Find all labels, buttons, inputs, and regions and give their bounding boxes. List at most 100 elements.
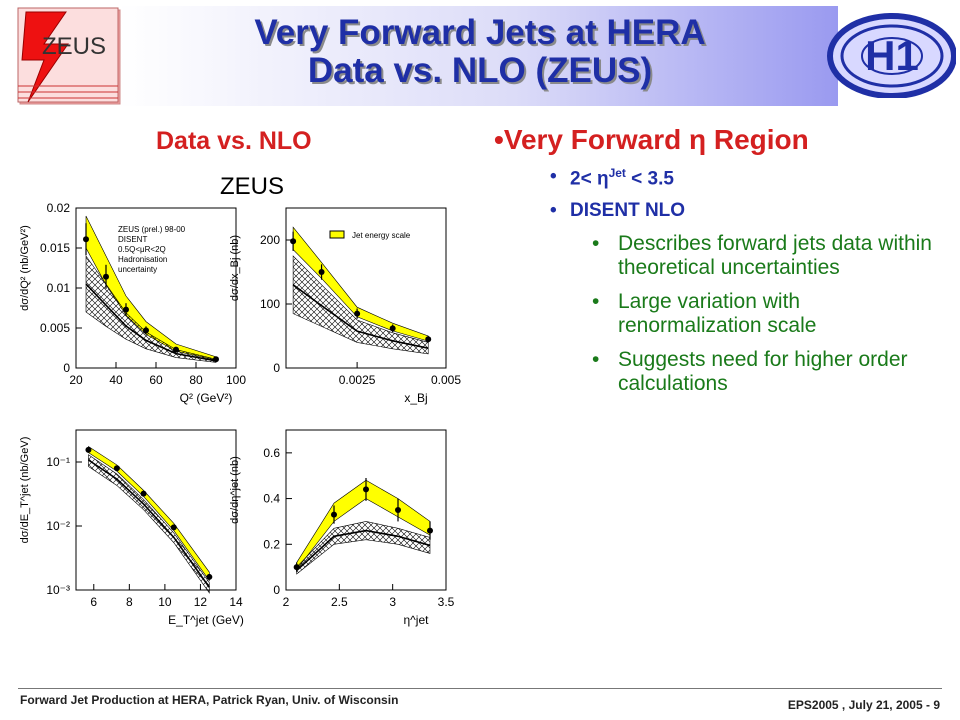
y-tick-label: 0.4 [263,492,280,506]
data-point [318,269,325,275]
legend-entry: uncertainty [118,265,157,274]
data-point [425,336,432,343]
data-point [363,486,369,493]
x-axis-label: E_T^jet (GeV) [168,613,244,627]
y-tick-label: 0 [273,361,280,375]
x-tick-label: 60 [149,373,163,387]
legend-entry: DISENT [118,235,147,244]
y-tick-label: 0 [273,583,280,597]
right-heading: •Very Forward η Region [494,124,809,155]
bullet-panel: •Very Forward η Region • 2< ηJet < 3.5 •… [494,124,954,396]
bullet-disent: • DISENT NLO [550,200,686,222]
x-tick-label: 2.5 [331,595,348,609]
zeus-logo-text: ZEUS [42,33,106,60]
x-axis-label: η^jet [404,613,430,627]
x-tick-label: 100 [226,373,246,387]
x-tick-label: 2 [283,595,290,609]
legend-entry: ZEUS (prel.) 98-00 [118,225,186,234]
data-point [113,465,120,472]
bullet-eta-range: • 2< ηJet < 3.5 [550,166,674,190]
y-axis-label: dσ/dη^jet (nb) [229,456,241,524]
nlo-band [296,521,431,575]
nlo-line [296,529,431,572]
header-band [118,6,838,106]
nlo-band [292,255,429,355]
nlo-line [292,284,429,349]
y-axis-label: dσ/dx_Bj (nb) [229,235,241,301]
y-tick-label: 0.01 [47,281,71,295]
lightning-icon [21,11,69,103]
slide-title: Very Forward Jets at HERA Data vs. NLO (… [120,14,840,90]
y-tick-label: 100 [260,297,280,311]
x-tick-label: 3 [389,595,396,609]
legend-entry: 0.5Q<μR<2Q [118,245,166,254]
legend-entry-jes: Jet energy scale [352,231,411,240]
data-point [83,236,89,243]
legend-swatch-jes [329,230,345,239]
data-point [123,306,129,313]
x-axis-label: Q² (GeV²) [180,391,233,405]
panel-frame [285,207,447,369]
footer-left: Forward Jet Production at HERA, Patrick … [20,693,399,707]
data-point [389,325,396,332]
sub-bullet: • Describes forward jets data within theo… [592,232,932,280]
y-tick-label: 0 [63,361,70,375]
title-line-1: Very Forward Jets at HERA [254,13,706,52]
x-tick-label: 12 [194,595,208,609]
x-tick-label: 14 [229,595,243,609]
y-tick-label: 0.02 [47,201,71,215]
jes-band [88,445,210,582]
data-point [103,273,109,280]
x-tick-label: 10 [158,595,172,609]
sub-bullet: • Large variation with renormalization sc… [592,290,817,338]
x-tick-label: 40 [109,373,123,387]
nlo-line [85,283,217,362]
data-point [213,356,219,363]
x-tick-label: 0.0025 [339,373,376,387]
x-tick-label: 80 [189,373,203,387]
data-point [206,573,213,580]
y-tick-label: 0.005 [40,321,70,335]
y-tick-label: 10⁻³ [46,583,70,597]
footer-divider [18,688,942,689]
data-point [143,327,149,334]
footer-right: EPS2005 , July 21, 2005 - 9 [787,698,940,712]
x-tick-label: 0.005 [431,373,461,387]
y-tick-label: 10⁻¹ [46,455,70,469]
data-point [395,507,401,513]
data-point [290,238,297,245]
panel-frame [285,429,447,591]
y-axis-label: dσ/dE_T^jet (nb/GeV) [19,437,31,544]
left-heading: Data vs. NLO [156,127,312,155]
nlo-band [88,454,210,594]
y-axis-label: dσ/dQ² (nb/GeV²) [19,225,31,311]
figure-label: ZEUS [220,173,284,200]
y-tick-label: 200 [260,233,280,247]
y-tick-label: 0.6 [263,446,280,460]
data-point [427,527,433,534]
legend-entry: Hadronisation [118,255,167,264]
data-point [85,446,92,453]
x-tick-label: 8 [126,595,133,609]
title-line-2: Data vs. NLO (ZEUS) [307,51,653,90]
y-tick-label: 10⁻² [46,519,70,533]
x-tick-label: 20 [69,373,83,387]
x-axis-label: x_Bj [404,391,427,405]
zeus-logo: ZEUS [17,7,121,105]
y-tick-label: 0.015 [40,241,70,255]
data-point [354,310,361,317]
y-tick-label: 0.2 [263,537,280,551]
h1-logo: H1 [827,13,956,98]
x-tick-label: 6 [90,595,97,609]
data-point [331,511,337,518]
panel-frame [75,429,237,591]
nlo-line [87,459,210,588]
data-point [293,564,300,571]
x-tick-label: 3.5 [438,595,455,609]
h1-logo-text: H1 [865,32,919,79]
sub-bullet: • Suggests need for higher order calculat… [592,348,908,396]
data-point [140,490,147,497]
data-point [170,524,177,531]
data-point [173,346,179,353]
